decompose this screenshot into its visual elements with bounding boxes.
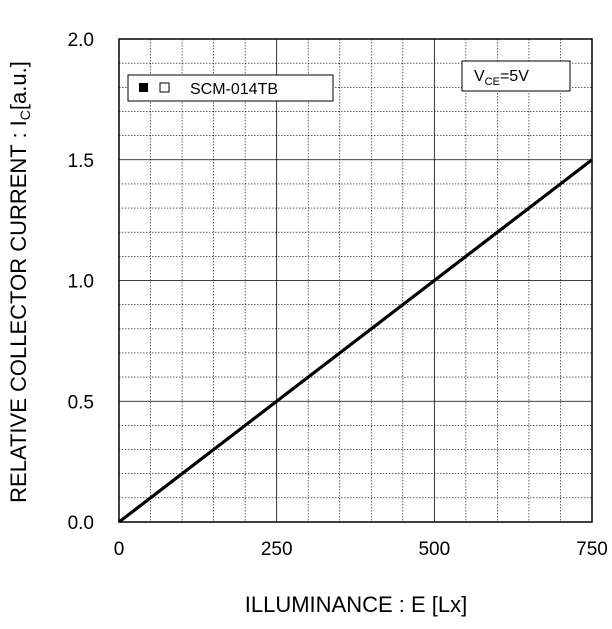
y-axis-title: RELATIVE COLLECTOR CURRENT : IC[a.u.] bbox=[6, 61, 33, 503]
annotation-main: V bbox=[474, 68, 485, 85]
legend: SCM-014TB bbox=[127, 74, 334, 102]
grid bbox=[119, 39, 592, 522]
series-layer bbox=[118, 158, 593, 524]
plot-area-frame bbox=[118, 38, 593, 523]
annotation-sub: CE bbox=[485, 76, 500, 88]
legend-open-marker bbox=[159, 82, 170, 93]
x-tick-labels: 0 250 500 750 bbox=[114, 539, 608, 560]
x-axis-title: ILLUMINANCE : E [Lx] bbox=[245, 592, 468, 617]
annotation-text: VCE=5V bbox=[474, 68, 529, 88]
y-axis-title-sub: C bbox=[17, 110, 33, 120]
series-line bbox=[118, 158, 593, 524]
x-tick-label: 500 bbox=[418, 539, 450, 560]
annotation-rest: =5V bbox=[500, 68, 529, 85]
legend-label: SCM-014TB bbox=[190, 81, 278, 98]
y-tick-label: 1.0 bbox=[68, 272, 94, 293]
x-tick-label: 0 bbox=[114, 539, 125, 560]
x-tick-label: 750 bbox=[576, 539, 608, 560]
legend-filled-marker bbox=[139, 83, 148, 92]
y-tick-label: 1.5 bbox=[68, 151, 94, 172]
y-axis-title-prefix: RELATIVE COLLECTOR CURRENT : I bbox=[6, 120, 31, 503]
y-tick-label: 0.5 bbox=[68, 392, 94, 413]
y-tick-label: 2.0 bbox=[68, 30, 94, 51]
y-tick-label: 0.0 bbox=[68, 513, 94, 534]
x-tick-label: 250 bbox=[261, 539, 293, 560]
annotation-box bbox=[461, 60, 571, 92]
y-axis-title-suffix: [a.u.] bbox=[6, 61, 31, 110]
condition-annotation: VCE=5V bbox=[461, 60, 571, 92]
y-tick-labels: 0.0 0.5 1.0 1.5 2.0 bbox=[68, 30, 94, 534]
